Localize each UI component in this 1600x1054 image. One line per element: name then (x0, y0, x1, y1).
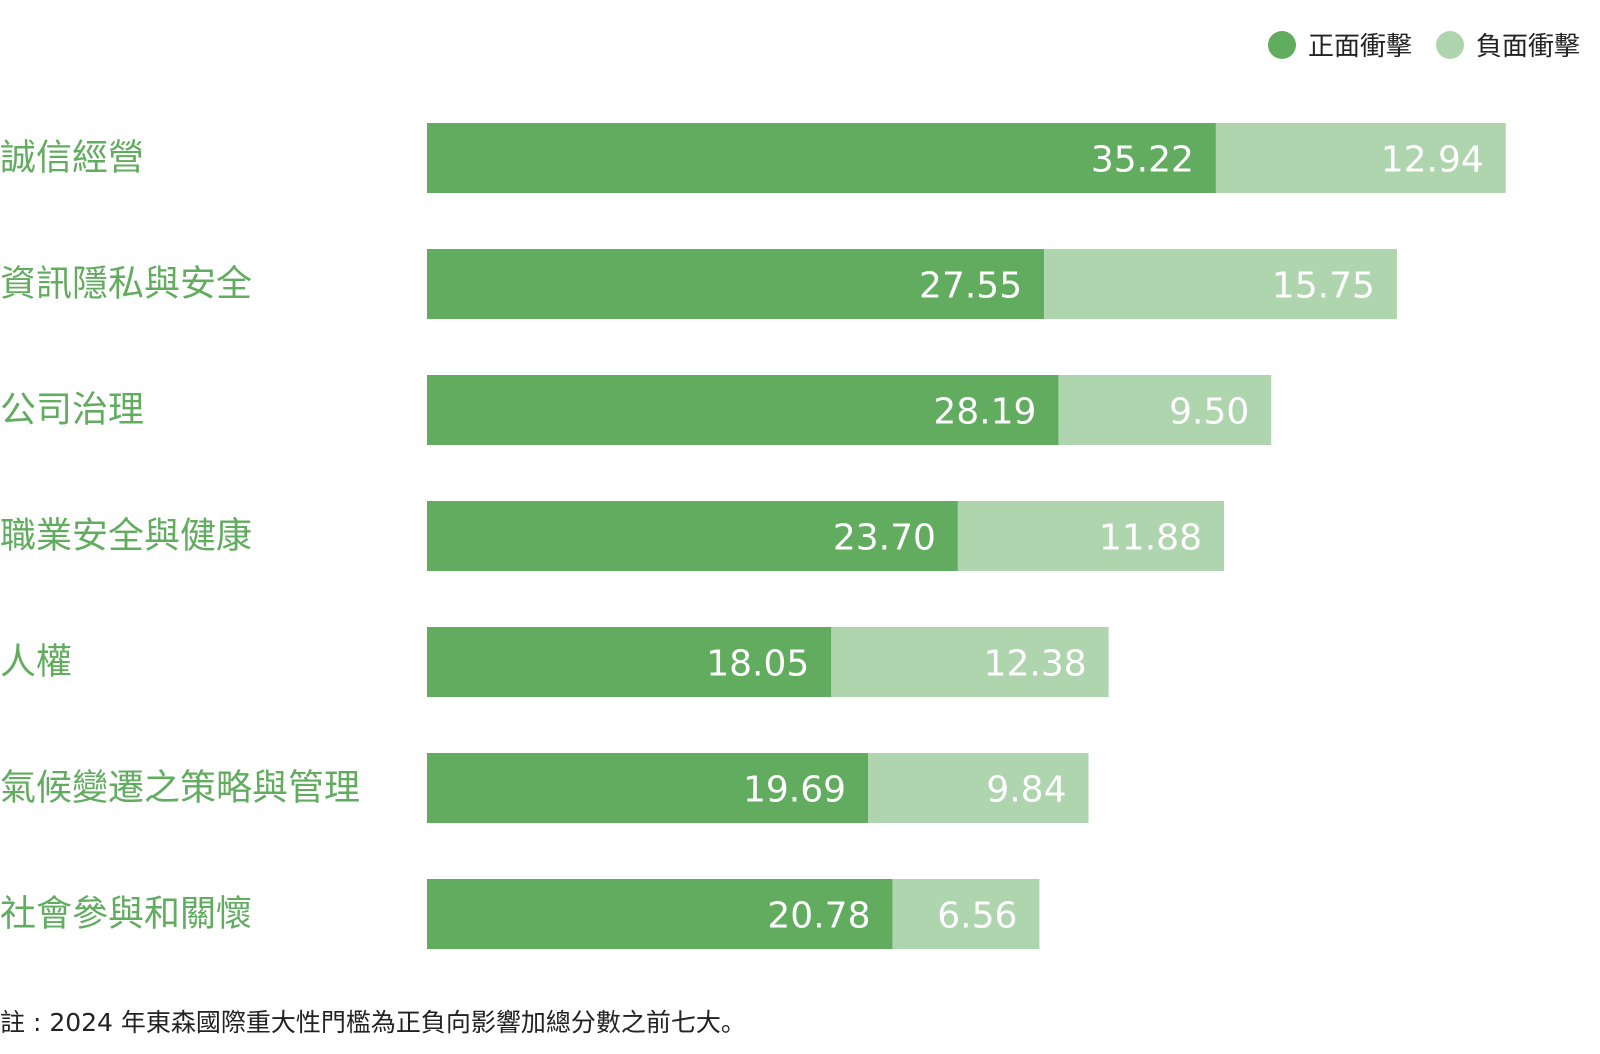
bar-positive (427, 753, 869, 823)
bar-negative (1215, 123, 1506, 193)
data-label-positive: 23.70 (833, 518, 936, 559)
data-label-positive: 28.19 (933, 392, 1036, 433)
data-label-positive: 20.78 (767, 896, 870, 937)
legend-label-positive: 正面衝擊 (1307, 32, 1412, 62)
bar-positive (427, 879, 893, 949)
category-label: 氣候變遷之策略與管理 (0, 768, 360, 809)
category-label: 人權 (0, 642, 72, 683)
data-label-negative: 11.88 (1099, 518, 1202, 559)
data-label-negative: 12.38 (984, 644, 1087, 685)
data-label-negative: 12.94 (1381, 140, 1484, 181)
legend-item-negative: 負面衝擊 (1435, 26, 1580, 63)
bar-positive (427, 627, 832, 697)
bar-positive (427, 123, 1216, 193)
category-label: 誠信經營 (0, 138, 144, 179)
data-label-positive: 35.22 (1091, 140, 1194, 181)
category-label: 職業安全與健康 (0, 516, 252, 557)
legend-label-negative: 負面衝擊 (1475, 32, 1580, 62)
legend-swatch-negative (1435, 30, 1464, 59)
data-label-positive: 19.69 (743, 770, 846, 811)
bar-negative (892, 879, 1040, 949)
data-label-negative: 9.84 (986, 770, 1066, 811)
footnote: 註 : 2024 年東森國際重大性門檻為正負向影響加總分數之前七大。 (0, 1008, 746, 1037)
bar-positive (427, 249, 1045, 319)
bar-negative (1044, 249, 1397, 319)
category-label: 資訊隱私與安全 (0, 264, 252, 305)
bar-positive (427, 501, 958, 571)
bar-negative (957, 501, 1224, 571)
category-label: 公司治理 (0, 390, 144, 431)
data-label-negative: 15.75 (1272, 266, 1375, 307)
bar-negative (1058, 375, 1272, 445)
legend: 正面衝擊 負面衝擊 (1267, 26, 1580, 63)
category-label: 社會參與和關懷 (0, 894, 252, 935)
data-label-positive: 27.55 (919, 266, 1022, 307)
data-label-positive: 18.05 (706, 644, 809, 685)
bar-positive (427, 375, 1059, 445)
legend-swatch-positive (1267, 30, 1296, 59)
bar-negative (868, 753, 1089, 823)
legend-item-positive: 正面衝擊 (1267, 26, 1412, 63)
data-label-negative: 9.50 (1169, 392, 1249, 433)
data-label-negative: 6.56 (937, 896, 1017, 937)
bar-negative (831, 627, 1109, 697)
